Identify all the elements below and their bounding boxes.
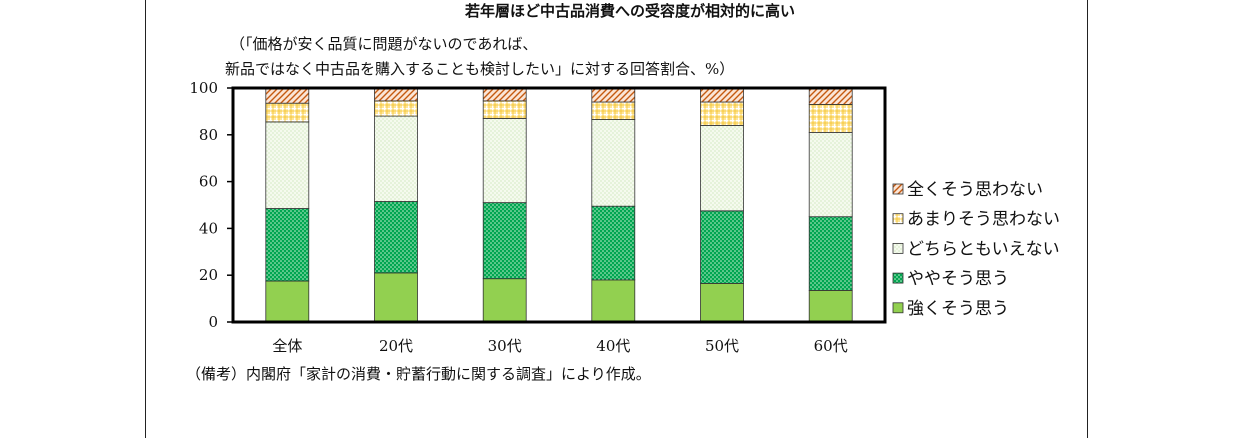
legend-swatch: [892, 183, 904, 195]
legend-label: あまりそう思わない: [907, 210, 1060, 230]
source-note: （備考）内閣府「家計の消費・貯蓄行動に関する調査」により作成。: [186, 365, 651, 383]
chart-subtitle-line2: 新品ではなく中古品を購入することも検討したい」に対する回答割合、%）: [225, 60, 734, 78]
bar-segment-全体-強くそう思う: [265, 280, 310, 323]
bar-segment-50代-ややそう思う: [700, 210, 744, 284]
chart-subtitle-line1: （「価格が安く品質に問題がないのであれば、: [230, 35, 537, 53]
bar-segment-60代-全くそう思わない: [808, 87, 853, 105]
x-tick-label: 40代: [596, 337, 630, 355]
bar-segment-60代-ややそう思う: [808, 216, 853, 291]
x-tick-label: 20代: [379, 337, 413, 355]
bar-segment-40代-全くそう思わない: [591, 87, 636, 103]
y-tick-label: 80: [199, 126, 218, 144]
bar-segment-30代-どちらともいえない: [482, 118, 527, 203]
legend-label: 全くそう思わない: [907, 180, 1043, 200]
y-tick-label: 20: [199, 266, 218, 284]
bar-segment-60代-どちらともいえない: [808, 132, 853, 218]
y-tick-label: 0: [208, 313, 218, 331]
bar-segment-20代-ややそう思う: [374, 201, 418, 274]
x-axis: 全体 20代 30代 40代 50代 60代: [272, 337, 847, 355]
bar-segment-40代-どちらともいえない: [591, 119, 636, 207]
bar-segment-20代-強くそう思う: [374, 272, 418, 323]
bar-segment-40代-強くそう思う: [591, 279, 636, 323]
y-tick-label: 60: [199, 173, 218, 191]
legend-swatch: [892, 242, 904, 254]
chart-title: 若年層ほど中古品消費への受容度が相対的に高い: [464, 2, 795, 20]
y-tick-label: 40: [199, 219, 218, 237]
bar-segment-30代-強くそう思う: [482, 278, 527, 323]
bar-segment-40代-あまりそう思わない: [591, 101, 636, 120]
bar-segment-30代-ややそう思う: [482, 202, 527, 280]
bar-segment-20代-どちらともいえない: [374, 115, 418, 202]
y-axis: 0 20 40 60 80 100: [189, 79, 233, 331]
legend-swatch: [892, 302, 904, 314]
bar-segment-40代-ややそう思う: [591, 205, 636, 281]
x-tick-label: 60代: [814, 337, 848, 355]
bar-segment-全体-ややそう思う: [265, 208, 310, 282]
legend-swatch: [892, 213, 904, 225]
bar-segment-50代-どちらともいえない: [700, 125, 744, 212]
bar-segment-20代-全くそう思わない: [374, 87, 418, 102]
bar-segment-50代-強くそう思う: [700, 282, 744, 323]
bar-segment-30代-全くそう思わない: [482, 87, 527, 102]
plot-background: [233, 88, 885, 322]
legend-label: ややそう思う: [907, 269, 1009, 289]
bar-segment-20代-あまりそう思わない: [374, 100, 418, 117]
bar-segment-30代-あまりそう思わない: [482, 100, 527, 119]
legend-label: 強くそう思う: [907, 299, 1009, 319]
y-tick-label: 100: [189, 79, 218, 97]
x-tick-label: 全体: [272, 337, 302, 355]
bar-segment-50代-あまりそう思わない: [700, 101, 744, 126]
bar-segment-50代-全くそう思わない: [700, 87, 744, 103]
bar-segment-全体-どちらともいえない: [265, 121, 310, 209]
x-tick-label: 50代: [705, 337, 739, 355]
bar-segment-全体-あまりそう思わない: [265, 102, 310, 123]
plot-area: [231, 86, 887, 324]
x-tick-label: 30代: [488, 337, 522, 355]
bar-segment-60代-あまりそう思わない: [808, 104, 853, 133]
plot-border: [231, 86, 887, 324]
bar-segment-全体-全くそう思わない: [265, 87, 310, 104]
figure-frame: [145, 0, 1088, 438]
bar-segment-60代-強くそう思う: [808, 289, 853, 323]
legend-label: どちらともいえない: [907, 239, 1060, 259]
legend-swatch: [892, 272, 904, 284]
